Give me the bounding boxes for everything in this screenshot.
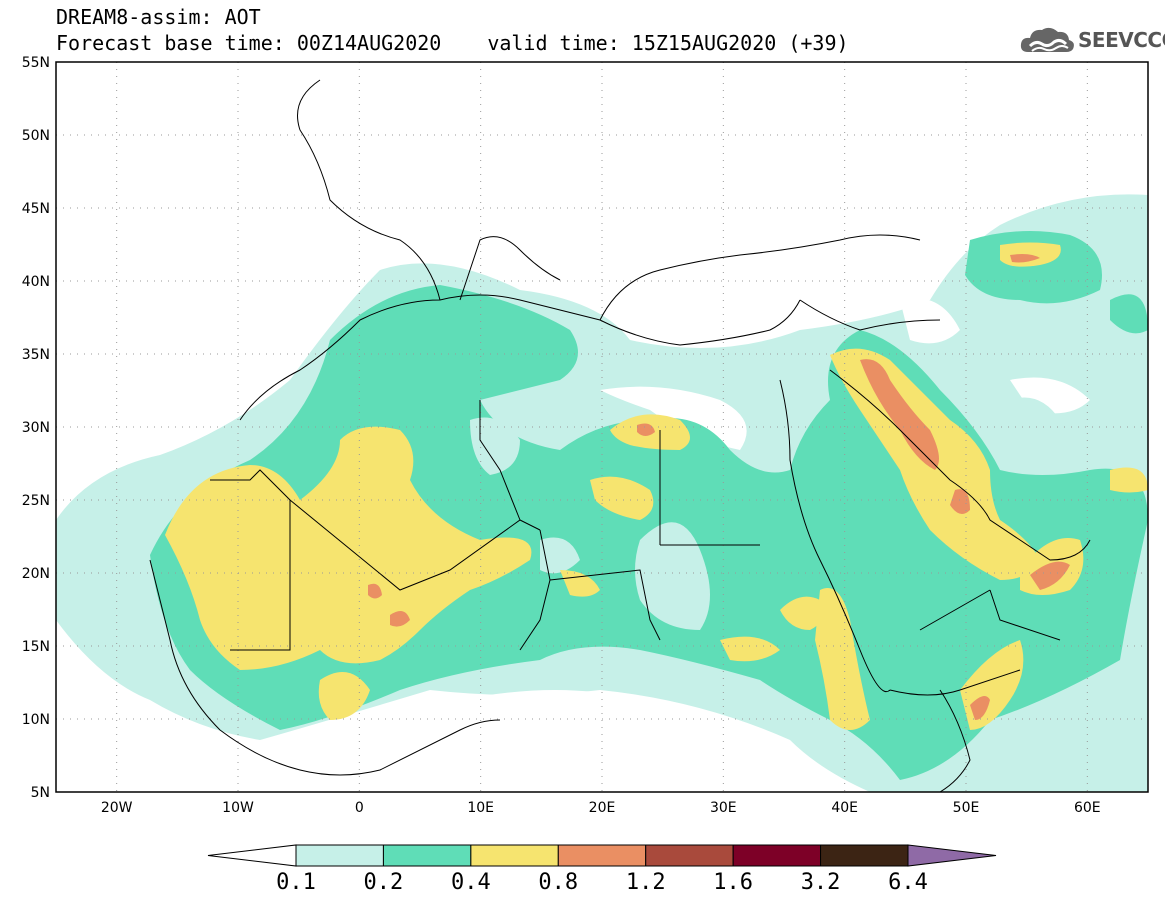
colorbar-label: 6.4: [888, 870, 928, 895]
colorbar-lower-extension: [207, 844, 297, 867]
lon-label: 10E: [467, 800, 494, 816]
map-title: DREAM8-assim: AOT: [56, 5, 261, 29]
lat-label: 50N: [22, 128, 50, 144]
forecast-times: Forecast base time: 00Z14AUG2020 valid ti…: [56, 32, 849, 54]
lat-label: 15N: [22, 639, 50, 655]
colorbar-label: 1.6: [713, 870, 754, 895]
colorbar-cell: [645, 844, 734, 867]
aot-field: [56, 194, 1148, 792]
colorbar-cell: [820, 844, 909, 867]
base-time: Forecast base time: 00Z14AUG2020: [56, 31, 442, 55]
lat-label: 10N: [22, 712, 50, 728]
lon-label: 60E: [1074, 800, 1101, 816]
latitude-labels: 55N 50N 45N 40N 35N 30N 25N 20N 15N 10N 5N: [22, 55, 50, 801]
aot-pockets: [470, 397, 1060, 630]
colorbar-cell: [557, 844, 647, 867]
colorbar-cell: [732, 844, 822, 867]
longitude-labels: 20W 10W 0 10E 20E 30E 40E 50E 60E: [101, 800, 1101, 816]
lon-label: 0: [355, 800, 364, 816]
cloud-icon: [1020, 27, 1074, 52]
colorbar-label: 0.2: [363, 870, 404, 895]
valid-time: valid time: 15Z15AUG2020 (+39): [487, 31, 849, 55]
seevccc-logo: SEEVCCC: [1018, 24, 1165, 58]
lon-label: 20W: [101, 800, 133, 816]
country-borders: [149, 79, 1091, 792]
lon-label: 50E: [953, 800, 980, 816]
lon-label: 20E: [589, 800, 616, 816]
lon-label: 30E: [710, 800, 737, 816]
colorbar-label: 0.4: [450, 870, 491, 895]
colorbar-upper-extension: [907, 844, 997, 867]
colorbar-label: 0.1: [276, 870, 316, 895]
lon-label: 40E: [831, 800, 858, 816]
colorbar-cell: [295, 844, 384, 867]
colorbar-cell: [470, 844, 559, 867]
lat-label: 25N: [22, 493, 50, 509]
colorbar-cell: [382, 844, 472, 867]
map-frame: [55, 61, 1149, 793]
colorbar-label: 1.2: [625, 870, 666, 895]
logo-text: SEEVCCC: [1078, 28, 1165, 52]
aot-layer-0.8: [368, 254, 1070, 720]
lat-label: 55N: [22, 55, 50, 71]
lon-label: 10W: [222, 800, 254, 816]
lat-label: 20N: [22, 566, 50, 582]
lat-label: 5N: [31, 785, 50, 801]
lat-label: 35N: [22, 347, 50, 363]
gridlines: [56, 62, 1148, 792]
lat-label: 45N: [22, 201, 50, 217]
lat-label: 40N: [22, 274, 50, 290]
colorbar-label: 0.8: [538, 870, 579, 895]
colorbar-label: 3.2: [800, 870, 841, 895]
lat-label: 30N: [22, 420, 50, 436]
